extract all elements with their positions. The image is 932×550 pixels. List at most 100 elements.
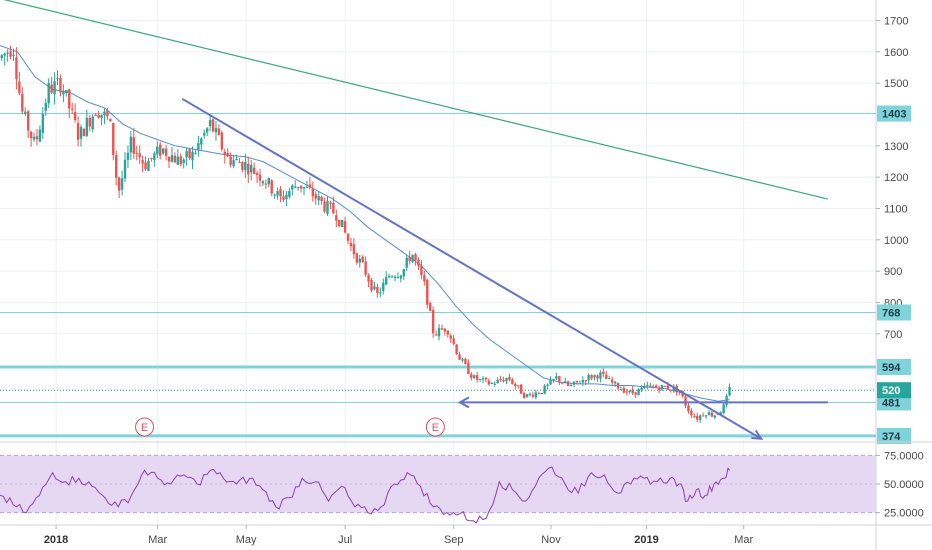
candle-body (244, 161, 247, 171)
candle-body (525, 394, 529, 397)
candle-body (335, 215, 338, 221)
candle-body (652, 386, 655, 388)
candle-body (660, 385, 664, 390)
candle-body (358, 258, 361, 263)
candle-body (235, 158, 238, 160)
candle-body (38, 129, 42, 142)
candle-body (478, 378, 482, 380)
level-badge-481[interactable] (877, 394, 911, 411)
rsi-tick-label: 25.0000 (884, 508, 924, 520)
time-axis[interactable]: 2018 Mar May Jul Sep Nov 2019 Mar (0, 524, 932, 546)
candle-body (70, 108, 74, 110)
candle-body (97, 114, 100, 118)
candle-body (387, 276, 391, 278)
level-badge-594[interactable] (877, 359, 911, 376)
moving-average-line[interactable] (0, 45, 730, 402)
candle-body (493, 383, 496, 385)
candle-body (138, 153, 141, 158)
candle-body (672, 386, 675, 391)
candle-body (258, 174, 262, 181)
candle-body (62, 91, 65, 95)
price-tick-label: 1200 (884, 172, 908, 184)
candle-body (631, 389, 634, 394)
candle-body (543, 385, 546, 394)
long-term-trendline[interactable] (0, 0, 828, 200)
candle-body (602, 371, 605, 375)
level-badge-1403[interactable] (877, 105, 911, 122)
candle-body (194, 152, 197, 154)
candle-body (713, 415, 717, 418)
candle-body (217, 128, 221, 135)
candle-body (12, 55, 15, 57)
candle-body (572, 381, 576, 385)
candle-body (681, 391, 684, 397)
candle-body (226, 153, 229, 157)
candle-body (229, 156, 232, 165)
rsi-pane[interactable]: 75.0000 50.0000 25.0000 (0, 441, 932, 524)
support-arrow-head (457, 396, 470, 409)
candle-body (405, 257, 408, 268)
candle-body (440, 328, 444, 330)
candle-body (338, 219, 341, 227)
candlesticks[interactable] (0, 45, 731, 423)
level-badge-481-text: 481 (882, 397, 900, 409)
candle-body (361, 256, 364, 263)
candle-body (505, 377, 508, 381)
candle-body (411, 254, 414, 263)
candle-body (282, 196, 285, 200)
last-price-badge[interactable] (877, 382, 911, 399)
candle-body (200, 138, 203, 145)
candle-body (546, 384, 549, 386)
candle-body (593, 375, 596, 378)
candle-body (76, 123, 80, 140)
level-badge-768[interactable] (877, 304, 911, 321)
candle-body (390, 276, 394, 278)
candle-body (132, 137, 136, 154)
candle-body (285, 194, 288, 200)
candle-body (238, 161, 241, 163)
candle-body (376, 286, 379, 293)
time-tick-label: May (236, 534, 257, 546)
candle-body (379, 292, 382, 294)
rsi-line[interactable] (0, 466, 731, 524)
candle-body (552, 379, 555, 381)
candle-body (722, 404, 725, 413)
candle-body (270, 180, 273, 194)
candle-body (531, 394, 535, 397)
candle-body (214, 128, 218, 133)
downtrend-line[interactable] (181, 97, 762, 440)
candle-body (129, 136, 133, 153)
candle-body (150, 157, 153, 159)
price-tick-label: 1700 (884, 16, 908, 28)
candle-body (728, 387, 731, 396)
candle-body (100, 114, 103, 118)
price-tick-label: 1600 (884, 47, 908, 59)
last-price-badge-text: 520 (882, 385, 900, 397)
candle-body (85, 117, 89, 136)
price-tick-label: 1100 (884, 203, 908, 215)
candle-body (24, 111, 27, 114)
price-tick-label: 900 (884, 266, 902, 278)
candle-body (517, 385, 520, 387)
candle-body (296, 186, 300, 188)
level-badge-374[interactable] (877, 427, 911, 444)
candle-body (464, 358, 467, 364)
candle-body (584, 380, 587, 382)
candle-body (94, 114, 97, 116)
candle-body (305, 187, 309, 189)
candle-body (317, 195, 320, 201)
candle-body (608, 378, 611, 380)
event-marker[interactable] (425, 417, 445, 437)
candle-body (6, 52, 9, 54)
candle-body (622, 388, 626, 393)
candle-body (537, 393, 540, 395)
event-marker[interactable] (135, 417, 155, 437)
candle-body (420, 265, 423, 275)
candle-body (534, 392, 538, 398)
candle-body (613, 381, 617, 384)
candle-body (9, 51, 12, 57)
candle-body (156, 146, 159, 155)
candle-body (167, 156, 171, 162)
